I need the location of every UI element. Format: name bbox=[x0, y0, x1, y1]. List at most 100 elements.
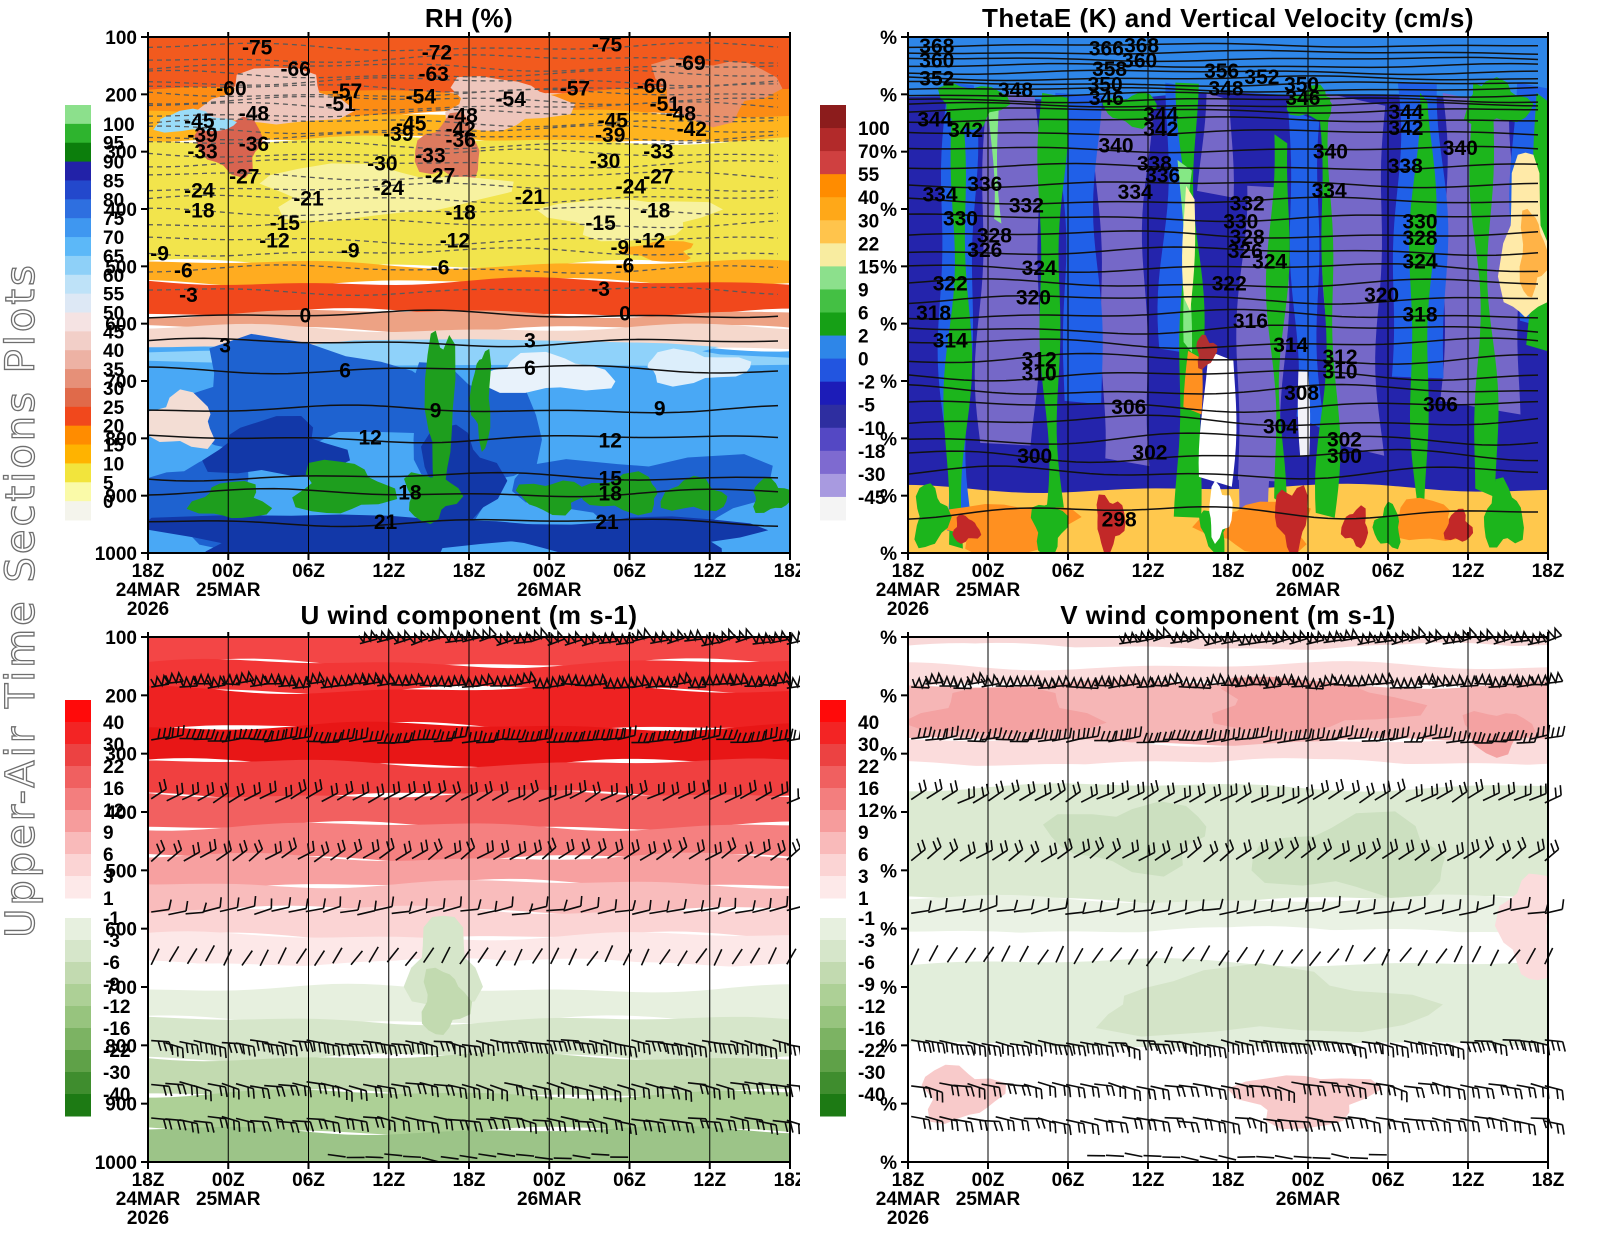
contour-label: 338 bbox=[1137, 152, 1172, 175]
contour-label: 358 bbox=[1092, 58, 1127, 81]
colorbar-label: 9 bbox=[858, 280, 869, 301]
contour-label: -24 bbox=[374, 177, 405, 200]
contour-label: 21 bbox=[374, 511, 398, 534]
colorbar: 1009590858075706560555045403530252015105… bbox=[65, 105, 135, 521]
contour-label: -51 bbox=[650, 93, 681, 116]
colorbar-label: 70 bbox=[858, 142, 879, 163]
contour-label: 344 bbox=[1388, 101, 1423, 124]
colorbar-label: 16 bbox=[103, 779, 124, 800]
contour-label: 322 bbox=[933, 273, 968, 296]
colorbar-label: 30 bbox=[103, 379, 124, 400]
colorbar-label: -12 bbox=[103, 997, 130, 1018]
contour-label: -27 bbox=[425, 164, 455, 187]
colorbar-label: -30 bbox=[858, 1063, 885, 1084]
colorbar-label: 6 bbox=[103, 845, 114, 866]
colorbar-label: 20 bbox=[103, 417, 124, 438]
contour-label: 6 bbox=[339, 359, 351, 382]
contour-label: -18 bbox=[184, 199, 215, 222]
x-tick-label: 06Z bbox=[1052, 1170, 1085, 1191]
contour-label: 21 bbox=[595, 511, 619, 534]
contour-label: 316 bbox=[1233, 310, 1268, 333]
y-tick-label: 1000 bbox=[95, 544, 137, 565]
colorbar-label: 30 bbox=[858, 211, 879, 232]
colorbar-label: -6 bbox=[858, 953, 875, 974]
contour-label: 368 bbox=[1124, 34, 1159, 57]
x-date-label: 2026 bbox=[887, 599, 929, 620]
contour-label: -42 bbox=[677, 118, 707, 141]
y-tick-label: 900 bbox=[105, 487, 137, 508]
wind-barbs bbox=[910, 625, 1566, 1162]
contour-label: -27 bbox=[229, 165, 259, 188]
colorbar-label: 40 bbox=[858, 713, 879, 734]
colorbar-label: 75 bbox=[103, 209, 125, 230]
contour-label: -75 bbox=[242, 36, 273, 59]
colorbar-label: -18 bbox=[858, 442, 885, 463]
colorbar-label: 15 bbox=[103, 436, 125, 457]
y-tick-label: % bbox=[880, 861, 897, 882]
contour-label: -18 bbox=[640, 199, 671, 222]
x-tick-label: 00Z bbox=[533, 561, 566, 582]
contour-label: -33 bbox=[415, 145, 445, 168]
contour-label: -51 bbox=[325, 93, 356, 116]
colorbar-label: 5 bbox=[103, 473, 114, 494]
contour-lines bbox=[148, 42, 779, 528]
x-date-label: 24MAR bbox=[116, 1189, 181, 1210]
y-tick-label: % bbox=[880, 745, 897, 766]
y-tick-label: % bbox=[880, 1036, 897, 1057]
contour-label: -57 bbox=[332, 80, 362, 103]
contour-label: 0 bbox=[619, 303, 631, 326]
colorbar-label: -1 bbox=[858, 909, 875, 930]
y-tick-label: 500 bbox=[105, 257, 137, 278]
contour-label: 12 bbox=[358, 426, 381, 449]
contour-label: 310 bbox=[1022, 362, 1057, 385]
contour-label: -9 bbox=[341, 240, 360, 263]
colorbar-label: 30 bbox=[103, 735, 124, 756]
x-tick-label: 06Z bbox=[1372, 1170, 1405, 1191]
contour-label: -69 bbox=[675, 52, 705, 75]
contour-lines bbox=[908, 42, 1539, 520]
x-date-label: 2026 bbox=[887, 1208, 929, 1229]
time-gridlines bbox=[987, 37, 1469, 553]
contour-label: -30 bbox=[590, 150, 620, 173]
contour-label: 324 bbox=[1022, 257, 1057, 280]
colorbar-label: 65 bbox=[103, 247, 125, 268]
y-tick-label: % bbox=[880, 686, 897, 707]
colorbar-label: 6 bbox=[858, 845, 869, 866]
y-tick-label: 200 bbox=[105, 686, 137, 707]
colorbar-label: -1 bbox=[103, 909, 120, 930]
colorbar-label: -22 bbox=[103, 1041, 130, 1062]
colorbar-label: 9 bbox=[858, 823, 869, 844]
contour-label: 9 bbox=[654, 398, 666, 421]
contour-label: 326 bbox=[1228, 240, 1263, 263]
contour-label: 314 bbox=[1273, 334, 1308, 357]
contour-label: -6 bbox=[616, 255, 635, 278]
contour-label: 334 bbox=[1312, 179, 1347, 202]
colorbar-label: 45 bbox=[103, 322, 125, 343]
contour-label: 350 bbox=[1284, 73, 1319, 96]
contour-label: -48 bbox=[447, 104, 478, 127]
x-tick-label: 12Z bbox=[693, 1170, 726, 1191]
contour-label: -15 bbox=[270, 212, 301, 235]
contour-label: 300 bbox=[1327, 445, 1362, 468]
y-tick-label: 1000 bbox=[95, 1153, 137, 1174]
contour-label: 360 bbox=[919, 50, 954, 73]
y-tick-label: % bbox=[880, 315, 897, 336]
contour-label: 330 bbox=[1223, 211, 1258, 234]
contour-label: -39 bbox=[383, 123, 413, 146]
y-tick-label: 100 bbox=[105, 628, 137, 649]
contour-label: 366 bbox=[1089, 37, 1124, 60]
colorbar-label: 40 bbox=[103, 341, 124, 362]
contour-label: 328 bbox=[1230, 226, 1265, 249]
contour-label: -45 bbox=[598, 110, 629, 133]
x-date-label: 25MAR bbox=[956, 1189, 1021, 1210]
x-tick-label: 12Z bbox=[1452, 1170, 1485, 1191]
contour-label: 304 bbox=[1263, 416, 1298, 439]
x-tick-label: 06Z bbox=[292, 1170, 325, 1191]
contour-label: -9 bbox=[150, 243, 169, 266]
y-tick-label: % bbox=[880, 28, 897, 49]
colorbar-label: 0 bbox=[103, 492, 114, 513]
contour-label: -54 bbox=[406, 85, 437, 108]
colorbar-label: 15 bbox=[858, 257, 880, 278]
